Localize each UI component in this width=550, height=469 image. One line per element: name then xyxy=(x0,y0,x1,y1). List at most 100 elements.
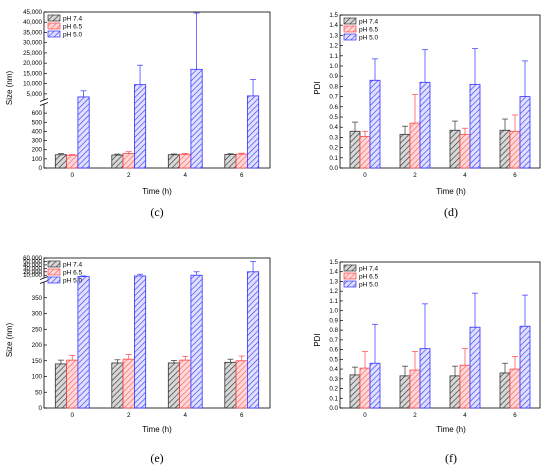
legend-label: pH 5.0 xyxy=(359,282,379,289)
bar-ph74 xyxy=(167,154,181,169)
y-tick-label: 1.0 xyxy=(329,63,338,70)
legend-swatch xyxy=(343,25,357,33)
y-tick-label: 1.4 xyxy=(329,269,338,276)
y-tick-label: 600 xyxy=(32,110,43,117)
axis-break-mark xyxy=(39,280,49,284)
bar-ph74 xyxy=(449,375,461,409)
chart-panel-d: PDI Time (h) (d) 0.0 0.1 0.2 0.3 0.4 0.5 0.6 0.… xyxy=(313,12,541,219)
x-tick-label: 0 xyxy=(363,172,367,179)
legend-swatch xyxy=(47,268,61,276)
panel-f-xlabel: Time (h) xyxy=(436,425,466,434)
bar-ph65 xyxy=(179,153,192,169)
x-tick-label: 6 xyxy=(513,172,517,179)
legend-swatch xyxy=(47,14,61,22)
x-tick-label: 2 xyxy=(127,172,131,179)
y-tick-label: 0.6 xyxy=(329,104,338,111)
plot-frame xyxy=(339,261,541,409)
panel-d-ylabel: PDI xyxy=(313,81,322,94)
legend-label: pH 6.5 xyxy=(359,274,379,281)
legend-label: pH 7.4 xyxy=(63,16,83,23)
y-tick-label: 0.0 xyxy=(329,165,338,172)
y-tick-label: 100 xyxy=(32,374,43,381)
y-tick-label: 0.3 xyxy=(329,134,338,141)
y-tick-label: 30,000 xyxy=(23,40,42,47)
y-tick-label: 400 xyxy=(32,128,43,135)
y-tick-label: 0.9 xyxy=(329,73,338,80)
y-tick-label: 0.2 xyxy=(329,386,338,393)
y-tick-label: 500 xyxy=(32,119,43,126)
bar-ph50 xyxy=(246,95,260,169)
y-tick-label: 0.3 xyxy=(329,376,338,383)
bar-ph50 xyxy=(133,84,147,169)
bar-ph50 xyxy=(190,68,203,169)
bar-ph65 xyxy=(179,359,192,409)
bar-ph74 xyxy=(449,129,461,169)
x-tick-label: 2 xyxy=(413,172,417,179)
bar-ph65 xyxy=(66,359,79,409)
axis-break-mark xyxy=(39,98,49,102)
bar-ph74 xyxy=(399,375,411,409)
bar-ph50 xyxy=(369,79,381,169)
y-tick-label: 35,000 xyxy=(23,29,42,36)
panel-c-label: (c) xyxy=(150,205,163,219)
y-tick-label: 0.4 xyxy=(329,366,338,373)
legend-label: pH 6.5 xyxy=(63,24,83,31)
x-tick-label: 0 xyxy=(71,412,75,419)
y-tick-label: 200 xyxy=(32,342,43,349)
y-tick-label: 1.1 xyxy=(329,298,338,305)
legend-swatch xyxy=(343,272,357,280)
bar-ph50 xyxy=(77,96,90,169)
bar-ph50 xyxy=(519,325,531,409)
x-tick-label: 4 xyxy=(463,172,467,179)
bar-ph65 xyxy=(235,153,248,169)
x-tick-label: 0 xyxy=(363,412,367,419)
x-tick-label: 6 xyxy=(240,172,244,179)
panel-c-ylabel: Size (nm) xyxy=(5,71,14,106)
bar-ph50 xyxy=(190,274,203,409)
y-tick-label: 1.0 xyxy=(329,308,338,315)
bar-ph65 xyxy=(409,369,421,409)
y-tick-label: 40,000 xyxy=(23,262,42,269)
y-tick-label: 5,000 xyxy=(27,91,43,98)
y-tick-label: 100 xyxy=(32,156,43,163)
chart-panel-f: PDI Time (h) (f) 0.0 0.1 0.2 0.3 0.4 0.5 0.6 0.… xyxy=(313,259,541,465)
plot-frame xyxy=(339,14,541,169)
panel-e-ylabel: Size (nm) xyxy=(5,323,14,358)
y-tick-label: 1.2 xyxy=(329,288,338,295)
bar-ph74 xyxy=(224,154,237,169)
bar-ph74 xyxy=(224,361,237,409)
y-tick-label: 1.5 xyxy=(329,12,338,19)
legend-swatch xyxy=(47,30,61,38)
bar-ph74 xyxy=(499,129,511,169)
y-tick-label: 0 xyxy=(39,165,43,172)
legend-swatch xyxy=(47,22,61,30)
y-tick-label: 0.5 xyxy=(329,114,338,121)
y-tick-label: 1.2 xyxy=(329,43,338,50)
y-tick-label: 350 xyxy=(32,295,43,302)
y-tick-label: 0.7 xyxy=(329,94,338,101)
y-tick-label: 0.8 xyxy=(329,327,338,334)
bar-ph74 xyxy=(349,130,361,169)
bar-ph74 xyxy=(349,374,361,409)
bar-ph50 xyxy=(419,81,431,169)
legend-label: pH 6.5 xyxy=(63,270,83,277)
y-tick-label: 40,000 xyxy=(23,19,42,26)
y-tick-label: 0.8 xyxy=(329,83,338,90)
y-tick-label: 0.7 xyxy=(329,337,338,344)
bar-ph50 xyxy=(469,326,481,409)
y-tick-label: 1.4 xyxy=(329,22,338,29)
legend-label: pH 7.4 xyxy=(359,19,379,26)
panel-d-label: (d) xyxy=(444,205,458,219)
bar-ph65 xyxy=(459,364,471,409)
bar-ph65 xyxy=(409,122,421,169)
bar-ph65 xyxy=(122,153,135,169)
legend-label: pH 5.0 xyxy=(63,32,83,39)
y-tick-label: 10,000 xyxy=(23,81,42,88)
bar-ph50 xyxy=(77,276,90,409)
bar-ph50 xyxy=(469,83,481,169)
panel-d-xlabel: Time (h) xyxy=(436,187,466,196)
legend-label: pH 5.0 xyxy=(359,35,379,42)
y-tick-label: 1.1 xyxy=(329,53,338,60)
y-tick-label: 250 xyxy=(32,326,43,333)
